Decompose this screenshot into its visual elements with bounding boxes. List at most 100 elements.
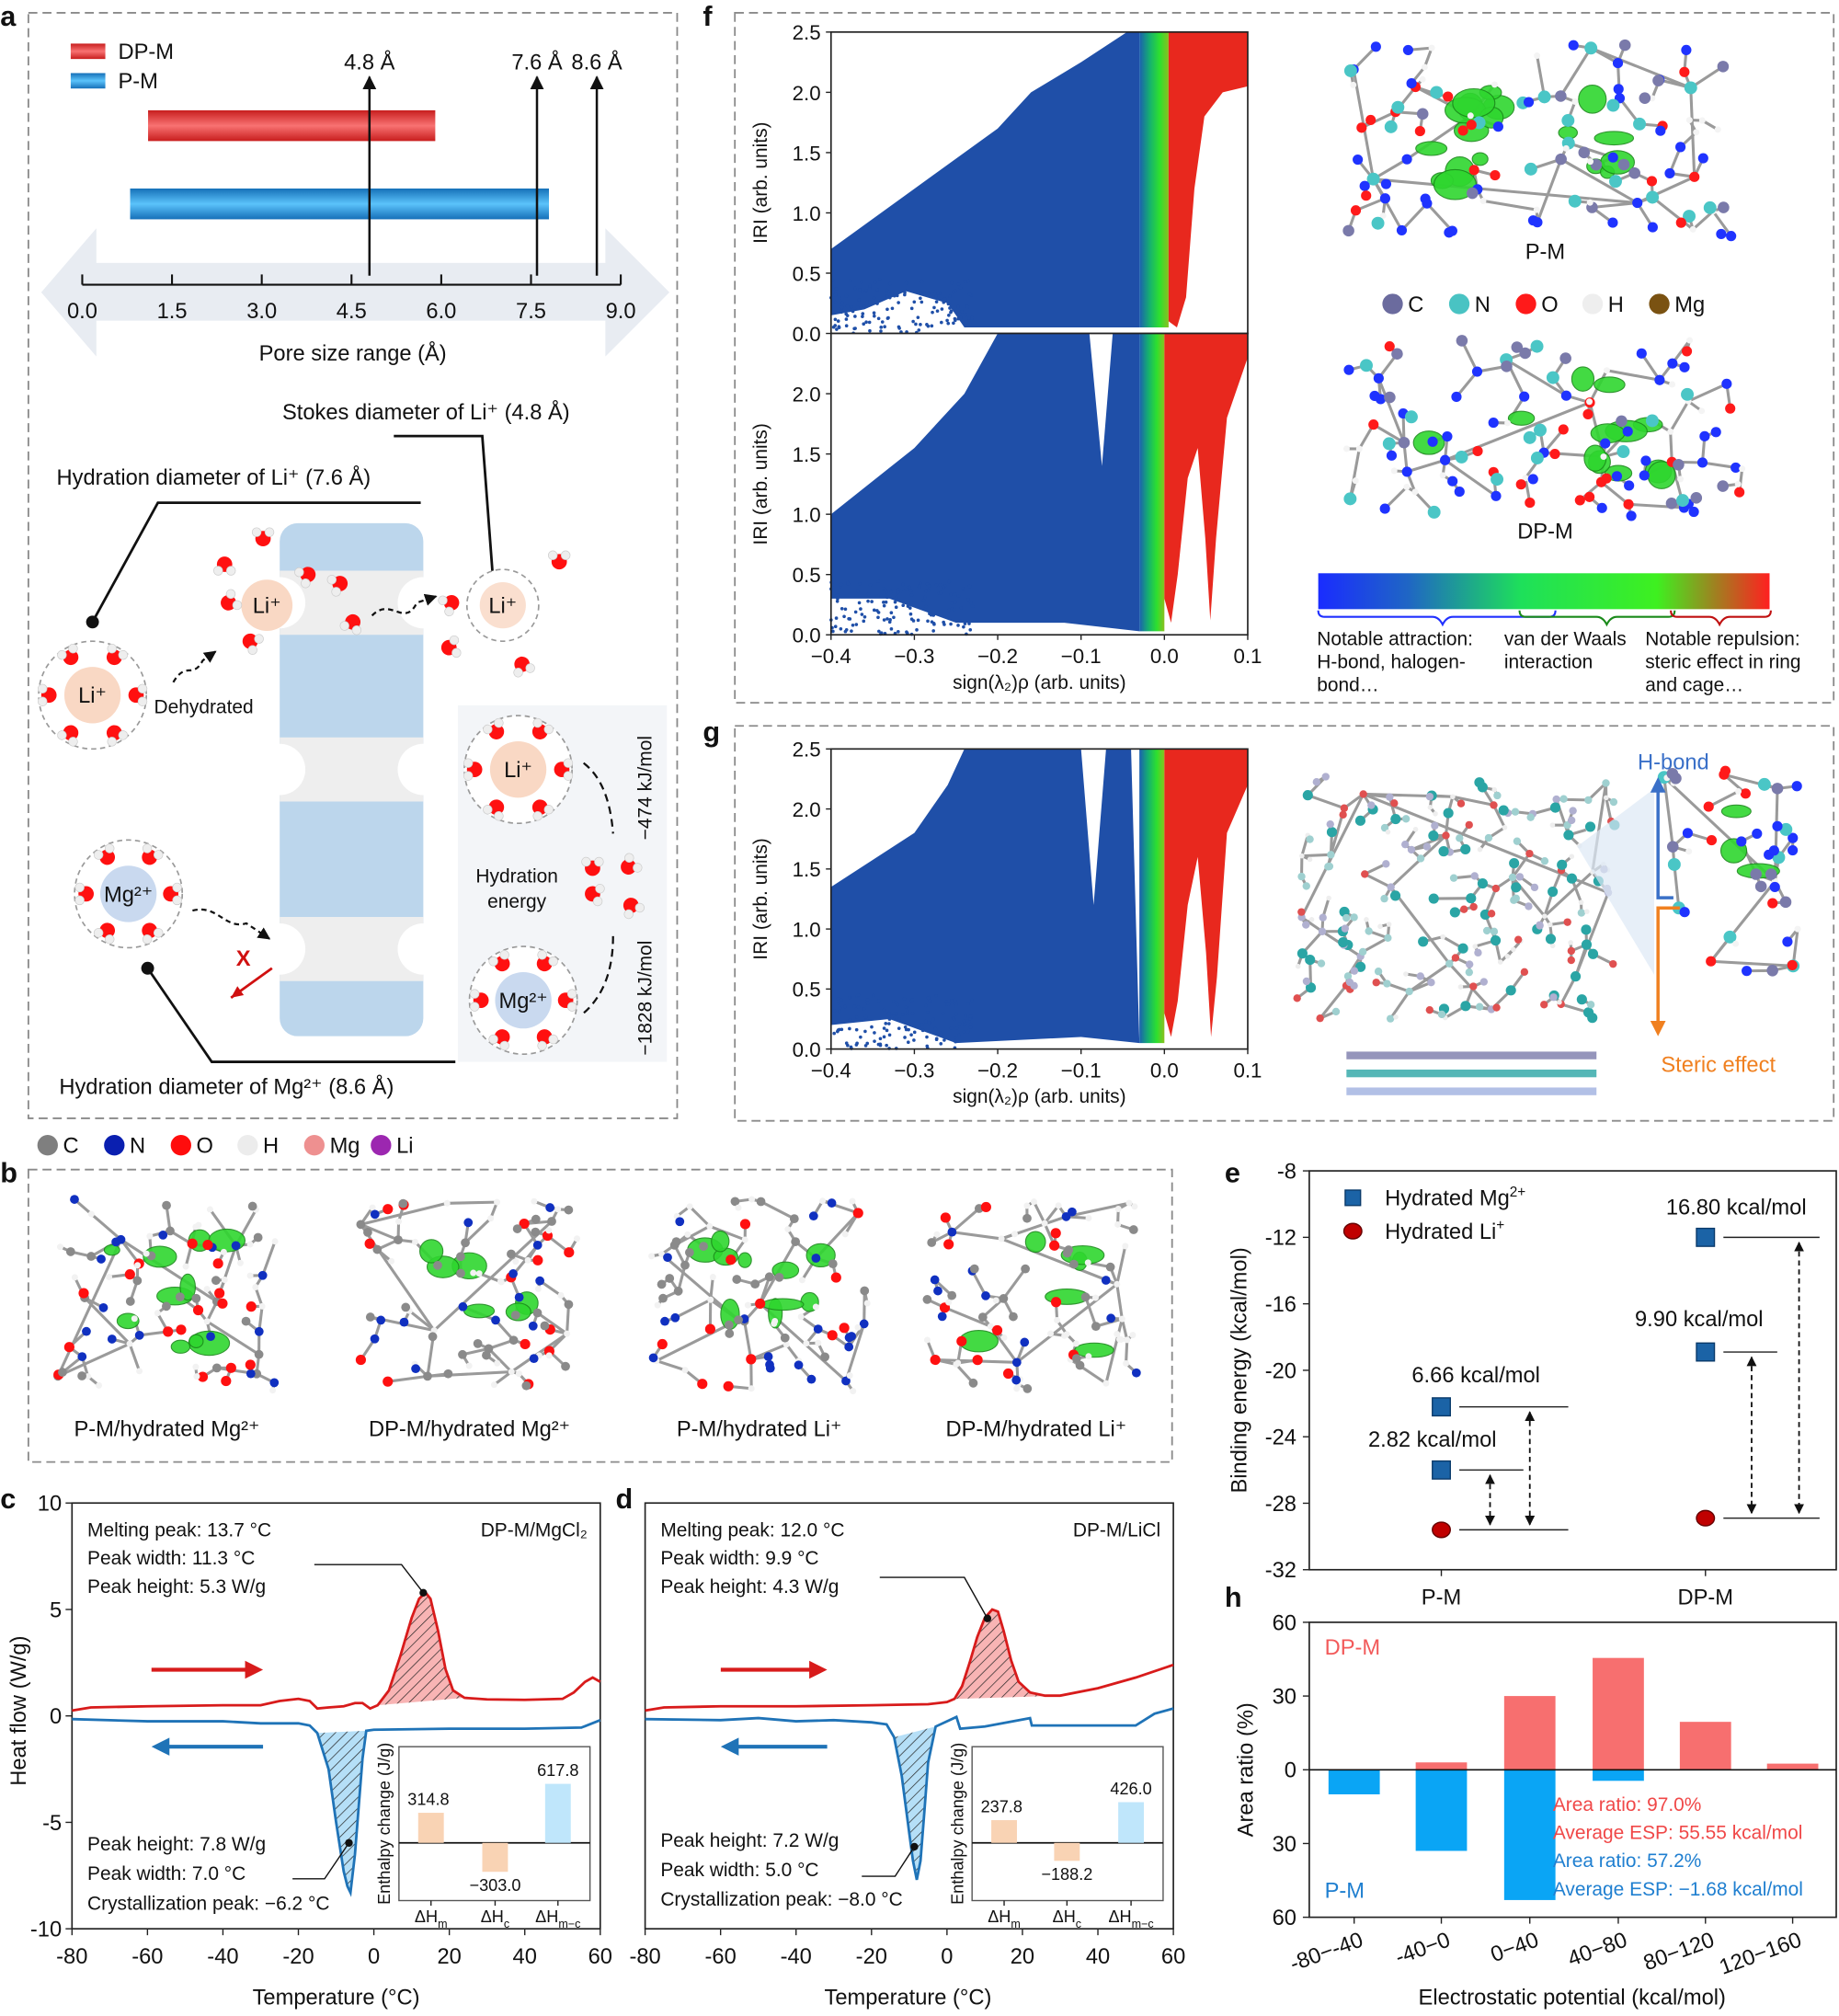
scatter-point [906,1009,909,1014]
scatter-point [962,1019,966,1024]
ion-li-label: Li⁺ [78,684,107,708]
hydration-energy-li-value: −474 kJ/mol [635,736,657,840]
atom [954,1359,962,1367]
scatter-point [896,1002,899,1007]
bond [1353,45,1377,71]
inset-bar-label: −303.0 [469,1876,520,1895]
x-tick-label: 40 [513,1945,537,1969]
y-tick-label: 1.0 [793,202,821,225]
atom [1383,979,1391,988]
atom [532,1254,543,1266]
stokes-leader-line [394,434,496,590]
atom [1488,418,1499,429]
panel-f-frame [734,12,1835,704]
x-tick-label: 0.0 [67,300,97,324]
y-axis-title: Area ratio (%) [1235,1702,1259,1837]
scatter-point [947,579,952,584]
atom [1416,972,1424,980]
atom [1771,783,1784,795]
atom [1511,808,1520,816]
scatter-point [916,618,920,623]
atom [1732,940,1740,947]
atom [540,1321,550,1331]
energy-bracket-li [582,762,614,834]
scatter-point [833,317,838,322]
scatter-point [956,304,960,309]
bond [1115,1245,1127,1285]
scatter-point [832,1020,836,1024]
atom-swatch-h [237,1135,258,1156]
scatter-point [919,291,922,294]
atom [940,1212,951,1223]
scatter-point [967,292,972,296]
interaction-isosurface [419,1239,444,1264]
pass-through-arrow [371,593,438,617]
scatter-point [923,595,927,600]
atom [1479,909,1491,920]
scatter-point [875,288,879,292]
scatter-point [859,1035,862,1039]
atom [372,1244,383,1254]
text: c [1076,1918,1081,1930]
atom [107,1334,117,1344]
atom [85,1373,92,1380]
atom [1568,940,1573,945]
atom [1769,881,1780,893]
scatter-point [887,1022,891,1025]
y-tick-label: -12 [1265,1227,1296,1251]
atom [1633,117,1647,131]
x-tick-label: 120−160 [1717,1929,1805,1980]
y-tick-label: 1.0 [793,504,821,527]
atom [1578,146,1591,159]
scatter-point [963,1023,967,1026]
atom [1586,199,1593,206]
y-tick-label: 60 [1273,1907,1296,1930]
scatter-point [931,629,936,633]
atom [1469,982,1478,991]
atom [1372,979,1380,987]
atom [1504,419,1512,427]
atom [206,1206,213,1213]
atom [1428,830,1439,842]
heating-curve [645,1608,1174,1712]
scatter-point [837,325,841,328]
atom [1414,126,1425,137]
scatter-point [959,315,963,320]
atom [1380,894,1388,903]
molecule-closeup [1657,765,1802,977]
atom [1670,772,1682,785]
atom [1442,831,1450,840]
inset-category-label: ΔHm−c [1108,1907,1153,1930]
atom [1699,430,1710,441]
atom [77,1371,86,1380]
atom [1439,454,1451,465]
x-tick-label: −0.4 [811,1059,851,1082]
water-molecule [557,989,577,1012]
atom [1425,792,1434,801]
atom [685,1247,694,1257]
scatter-point [959,606,963,610]
scatter-point [870,600,874,603]
panel-label-a: a [0,1,17,32]
scatter-point [920,1028,925,1033]
vdw-brace [1518,610,1676,627]
atom [673,1286,683,1296]
bond [1605,797,1613,822]
scatter-point [910,1012,915,1015]
atom [724,1320,734,1330]
interaction-isosurface [1571,366,1595,392]
atom [1491,490,1502,501]
atom [1047,1330,1054,1337]
atom [1379,193,1390,204]
bond [1559,975,1577,1005]
y-tick-label: -5 [42,1812,62,1836]
atom [370,1209,380,1220]
atom [507,1249,516,1259]
atom [521,1380,531,1391]
scatter-region-green [1139,31,1169,327]
atom [433,1260,442,1270]
y-tick-label: -20 [1265,1359,1296,1383]
atom [428,1332,438,1342]
atom [1542,913,1548,919]
scatter-point [931,310,934,315]
